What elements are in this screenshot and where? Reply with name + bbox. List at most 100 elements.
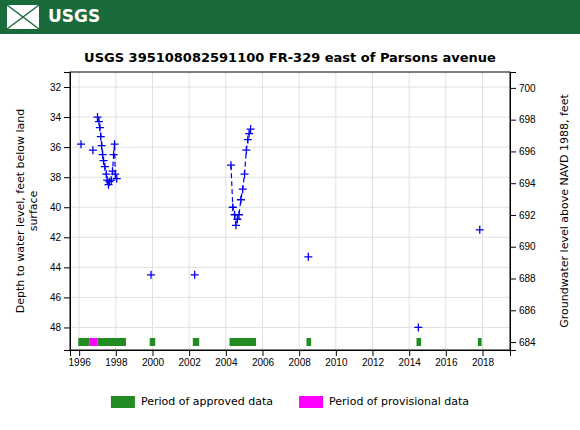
tick-mark: [510, 120, 516, 121]
grid-line-x: [372, 72, 373, 350]
data-point: [99, 151, 107, 159]
legend: Period of approved data Period of provisi…: [111, 395, 469, 408]
tick: 42: [50, 232, 70, 243]
plot: 1996199820002002200420062008201020122014…: [50, 72, 536, 368]
tick-label: 696: [519, 146, 536, 157]
tick-mark: [510, 310, 516, 311]
data-point: [100, 157, 108, 165]
grid-line-y: [70, 147, 510, 148]
tick-label: 2016: [435, 357, 458, 368]
tick: 686: [510, 305, 536, 316]
data-point: [94, 113, 102, 121]
tick-mark: [64, 297, 70, 298]
tick-mark: [299, 350, 300, 356]
tick-mark: [446, 350, 447, 356]
tick: 1996: [69, 350, 92, 368]
tick: 46: [50, 292, 70, 303]
tick: 48: [50, 322, 70, 333]
period-bar: [89, 338, 97, 346]
tick-mark: [64, 237, 70, 238]
tick-mark: [336, 350, 337, 356]
data-point: [89, 146, 97, 154]
tick: 698: [510, 114, 536, 125]
tick-mark: [64, 117, 70, 118]
legend-swatch: [299, 396, 323, 408]
data-point: [414, 323, 422, 331]
tick-label: 2018: [472, 357, 495, 368]
tick-label: 684: [519, 337, 536, 348]
tick-mark: [189, 350, 190, 356]
tick: 700: [510, 83, 536, 94]
data-point: [233, 215, 241, 223]
tick-label: 48: [50, 322, 62, 333]
data-point: [304, 253, 312, 261]
grid-line-x: [299, 72, 300, 350]
tick-mark: [510, 342, 516, 343]
tick: 692: [510, 210, 536, 221]
y2-axis: 684686688690692694696698700: [510, 73, 536, 351]
data-point: [105, 178, 113, 186]
period-bar: [478, 338, 482, 346]
tick-label: 32: [50, 82, 62, 93]
grid: [70, 72, 510, 350]
y-axis: 323436384042444648: [50, 73, 71, 351]
tick-label: 1998: [105, 357, 128, 368]
data-point: [242, 146, 250, 154]
header-text: USGS: [48, 6, 100, 26]
tick: 2012: [362, 350, 385, 368]
data-point: [107, 176, 115, 184]
axis-line: [64, 73, 71, 351]
y-axis-label-line: Depth to water level, feet below land: [14, 109, 27, 314]
x-axis: 1996199820002002200420062008201020122014…: [69, 350, 511, 368]
tick-mark: [510, 88, 516, 89]
tick: 32: [50, 82, 70, 93]
tick-mark: [64, 147, 70, 148]
tick-label: 2014: [399, 357, 422, 368]
data-point: [237, 196, 245, 204]
data-point: [191, 271, 199, 279]
y-axis-label-line: surface: [27, 190, 40, 231]
tick: 38: [50, 172, 70, 183]
tick: 690: [510, 241, 536, 252]
tick-mark: [79, 350, 80, 356]
data-point: [97, 133, 105, 141]
tick-mark: [409, 350, 410, 356]
tick-mark: [483, 350, 484, 356]
grid-line-y: [70, 297, 510, 298]
grid-line-x: [79, 72, 80, 350]
title: USGS 395108082591100 FR-329 east of Pars…: [84, 50, 496, 65]
data-point: [227, 161, 235, 169]
period-bar: [417, 338, 422, 346]
grid-line-x: [445, 72, 446, 350]
tick-label: 2008: [289, 357, 312, 368]
legend-label: Period of provisional data: [329, 395, 469, 408]
grid-line-x: [335, 72, 336, 350]
legend-item: Period of approved data: [111, 395, 273, 408]
tick-mark: [64, 207, 70, 208]
data-point: [229, 203, 237, 211]
tick-mark: [64, 87, 70, 88]
data-point: [232, 221, 240, 229]
data-point: [241, 170, 249, 178]
grid-line-x: [115, 72, 116, 350]
tick: 2002: [179, 350, 202, 368]
tick-label: 700: [519, 83, 536, 94]
tick: 2006: [252, 350, 275, 368]
tick-mark: [510, 215, 516, 216]
tick-label: 2012: [362, 357, 385, 368]
data-point: [96, 124, 104, 132]
axis-line: [71, 351, 511, 357]
data-point: [111, 140, 119, 148]
logo-box: [7, 5, 39, 29]
data-point: [95, 118, 103, 126]
tick-label: 692: [519, 210, 536, 221]
plot-frame: [70, 72, 510, 350]
data-point: [98, 142, 106, 150]
grid-line-y: [70, 117, 510, 118]
tick-mark: [64, 327, 70, 328]
period-bar: [98, 338, 126, 346]
tick-mark: [510, 247, 516, 248]
tick: 696: [510, 146, 536, 157]
period-bar: [78, 338, 89, 346]
data-point: [476, 226, 484, 234]
